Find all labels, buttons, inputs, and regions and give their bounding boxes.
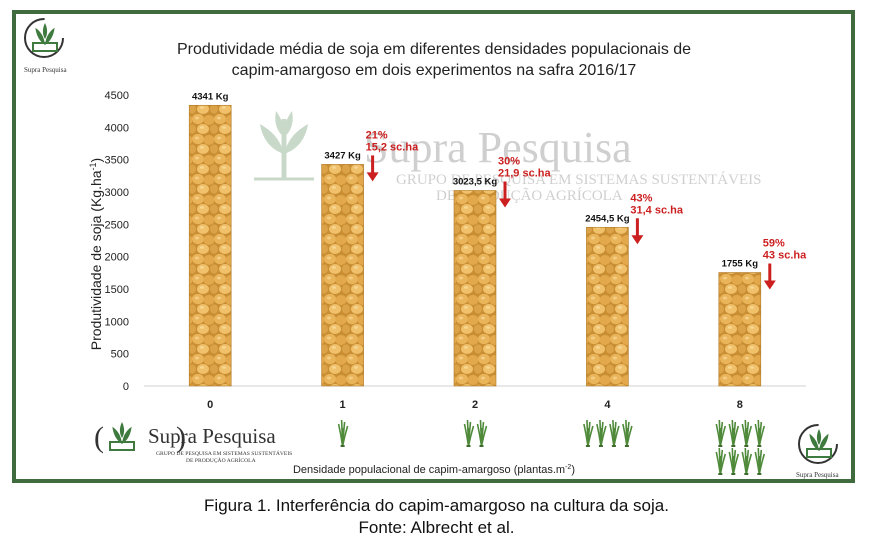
loss-sacks-label: 15,2 sc.ha [366,141,419,153]
y-tick-label: 1500 [105,284,129,296]
loss-sacks-label: 31,4 sc.ha [630,204,683,216]
down-arrow-icon [763,263,776,290]
bar-value-label: 1755 Kg [722,259,759,270]
loss-percent-label: 59% [763,238,785,250]
watermark-logo-icon [254,111,314,181]
svg-text:(: ( [94,421,104,454]
watermark-line1: GRUPO DE PESQUISA EM SISTEMAS SUSTENTÁVE… [396,171,761,188]
x-tick-label: 2 [472,399,478,411]
bar-group: 1755 Kg 8 59%43 sc.ha [715,238,807,475]
weed-plant-icon [622,419,633,447]
weed-plant-icon [583,419,594,447]
y-tick-label: 0 [123,381,129,393]
x-tick-label: 0 [207,399,213,411]
bar [586,226,629,387]
chart-title-line2: capim-amargoso em dois experimentos na s… [232,62,637,79]
weed-plant-icon [754,419,766,447]
down-arrow-icon [631,218,644,245]
weed-plant-icon [337,419,349,447]
bar [188,104,232,387]
weed-plant-icon [728,447,740,475]
bar-value-label: 4341 Kg [192,91,229,102]
corner-logo-top-left: Supra Pesquisa [24,18,67,74]
corner-logo-bottom-right: Supra Pesquisa [796,424,839,479]
y-tick-label: 1000 [105,316,129,328]
bar-group: 3023,5 Kg 2 30%21,9 sc.ha [453,155,551,447]
chart-title-line1: Produtividade média de soja em diferente… [177,41,691,58]
y-tick-label: 4000 [105,122,129,134]
bar-group: 3427 Kg 1 21%15,2 sc.ha [321,129,419,447]
bar-value-label: 2454,5 Kg [585,213,630,224]
weed-plant-icon [741,447,753,475]
loss-percent-label: 43% [630,192,652,204]
bar-chart: Supra Pesquisa GRUPO DE PESQUISA EM SIST… [24,18,839,479]
leaf-plant-icon [805,429,833,459]
weed-plant-icon [754,447,766,475]
bar [718,272,762,387]
weed-plant-icon [476,419,488,447]
bottom-logo-name: Supra Pesquisa [148,424,276,448]
y-axis-ticks: 0 500 1000 1500 2000 2500 3000 3500 4000 4500 [105,90,129,393]
bar-group: 4341 Kg 0 [188,91,232,411]
weed-plant-icon [715,447,727,475]
bottom-logo: ( ) Supra Pesquisa GRUPO DE PESQUISA EM … [94,421,292,464]
x-tick-label: 1 [340,399,346,411]
figure-frame: Supra Pesquisa GRUPO DE PESQUISA EM SIST… [12,10,855,483]
leaf-plant-icon [108,422,136,452]
loss-percent-label: 21% [366,129,388,141]
y-tick-label: 4500 [105,90,129,102]
loss-sacks-label: 21,9 sc.ha [498,167,551,179]
figure-caption: Figura 1. Interferência do capim-amargos… [204,496,669,515]
y-tick-label: 3000 [105,187,129,199]
weed-plant-icon [609,419,620,447]
weed-plant-icon [741,419,753,447]
loss-percent-label: 30% [498,155,520,167]
x-axis-label: Densidade populacional de capim-amargoso… [293,464,575,476]
y-tick-label: 2000 [105,252,129,264]
x-tick-label: 8 [737,399,743,411]
loss-sacks-label: 43 sc.ha [763,250,807,262]
svg-text:): ) [176,421,186,454]
weed-plant-icon [728,419,740,447]
bar-group: 2454,5 Kg 4 43%31,4 sc.ha [583,192,684,447]
leaf-plant-icon [31,23,59,53]
weed-plant-icon [715,419,727,447]
bottom-logo-line1: GRUPO DE PESQUISA EM SISTEMAS SUSTENTÁVE… [156,449,292,457]
figure-source: Fonte: Albrecht et al. [358,518,515,537]
bar-value-label: 3023,5 Kg [453,176,498,187]
y-tick-label: 2500 [105,219,129,231]
watermark-name: Supra Pesquisa [364,123,632,172]
x-tick-label: 4 [604,399,611,411]
corner-logo-text: Supra Pesquisa [796,471,839,479]
bar [453,190,497,387]
y-tick-label: 500 [111,349,129,361]
corner-logo-text: Supra Pesquisa [24,66,67,74]
y-axis-label: Produtividade de soja (Kg.ha-1) [88,158,104,350]
bar [321,164,364,387]
bar-value-label: 3427 Kg [324,150,361,161]
down-arrow-icon [499,181,511,208]
weed-plant-icon [596,419,607,447]
down-arrow-icon [366,155,379,182]
weed-plant-icon [463,419,475,447]
bottom-logo-line2: DE PRODUÇÃO AGRÍCOLA [186,456,256,464]
y-tick-label: 3500 [105,155,129,167]
